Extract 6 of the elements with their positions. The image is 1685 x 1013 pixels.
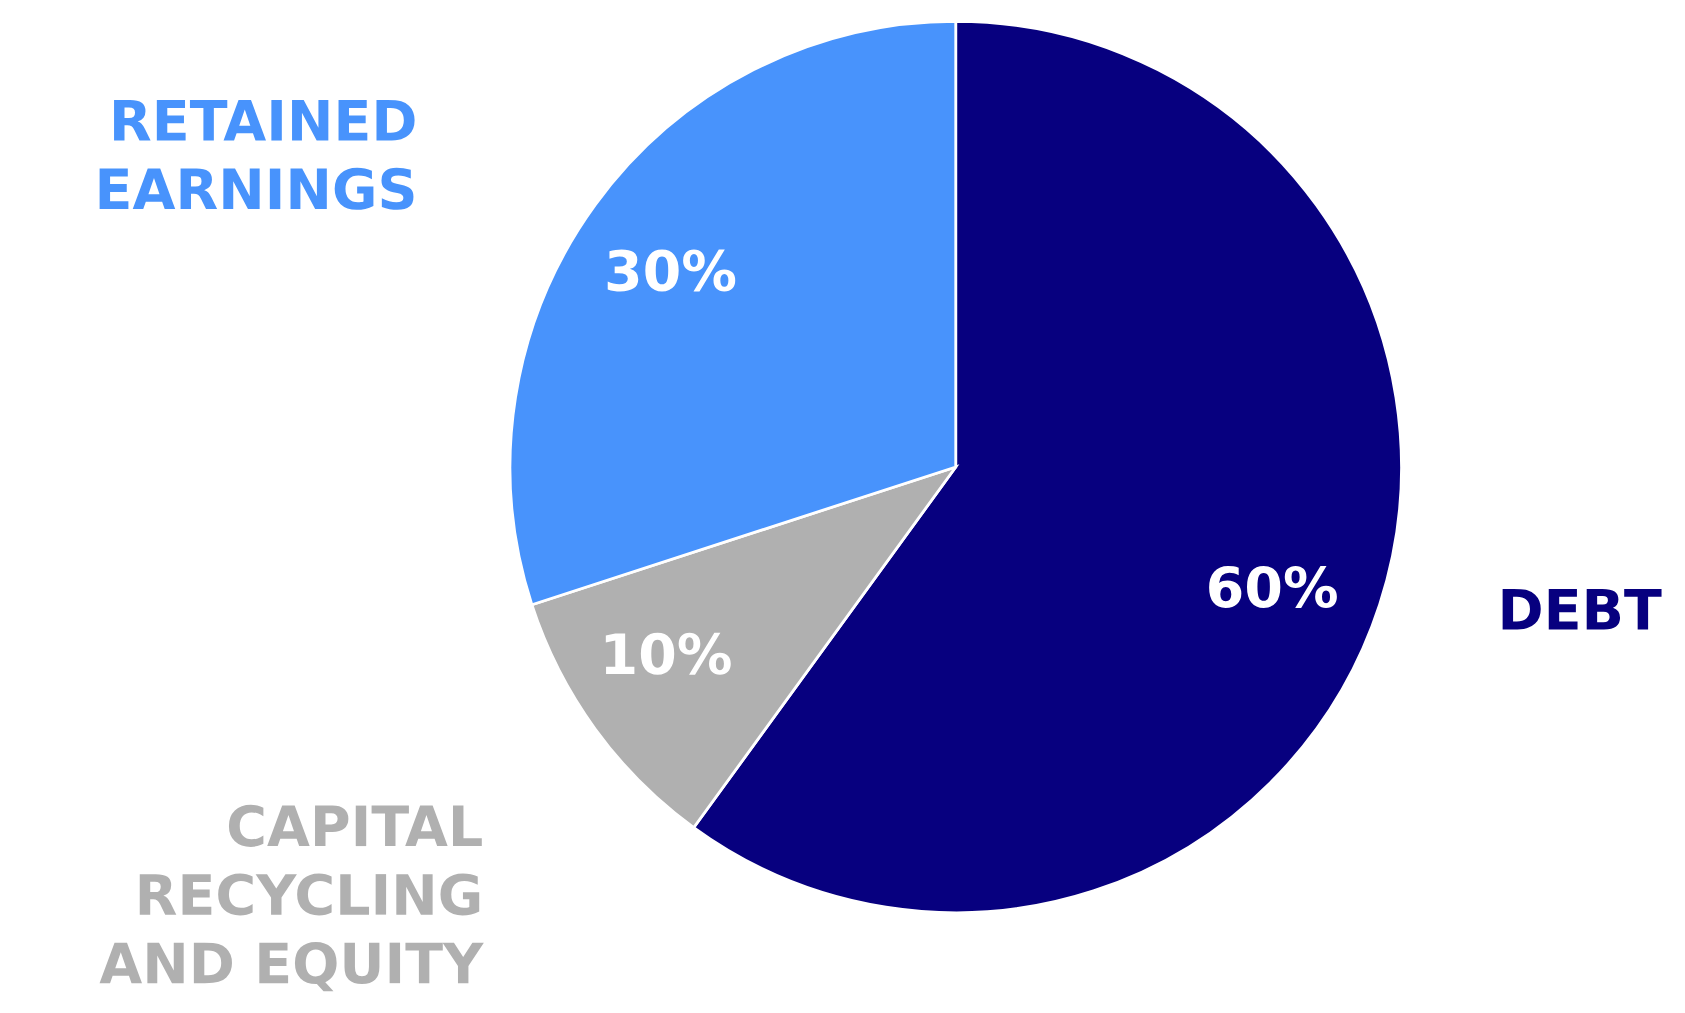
slice-label: RETAINED EARNINGS bbox=[99, 100, 415, 210]
data-label: 10% bbox=[605, 632, 731, 675]
slice-label: CAPITAL RECYCLING AND EQUITY bbox=[99, 804, 484, 992]
slice-label: DEBT bbox=[1502, 588, 1662, 630]
data-label: 60% bbox=[1209, 565, 1337, 608]
data-label: 30% bbox=[607, 249, 736, 292]
